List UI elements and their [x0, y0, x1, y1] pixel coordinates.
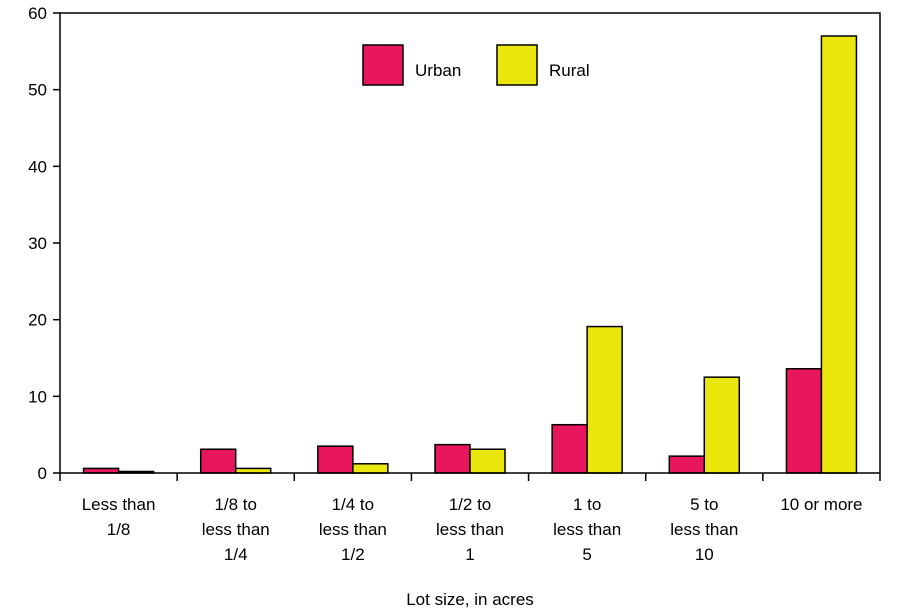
x-category-label: Less than — [82, 495, 156, 514]
legend: Urban Rural — [362, 44, 590, 86]
y-tick-label: 50 — [28, 81, 47, 100]
bar-urban — [199, 448, 237, 474]
x-category-label: 5 to — [690, 495, 718, 514]
bar-urban — [785, 367, 823, 474]
x-axis-labels: Less than 1/8 1/8 to less than 1/4 1/4 to less… — [82, 495, 863, 564]
x-category-label: 10 or more — [780, 495, 862, 514]
x-category-label: less than — [202, 520, 270, 539]
legend-swatch-rural — [496, 44, 538, 86]
y-tick-label: 20 — [28, 311, 47, 330]
x-category-label: 1/2 to — [449, 495, 492, 514]
x-category-label: less than — [436, 520, 504, 539]
bar-urban — [434, 443, 471, 474]
y-tick-label: 10 — [28, 387, 47, 406]
legend-label-urban: Urban — [415, 61, 461, 80]
x-category-label: 1/8 — [107, 520, 131, 539]
bar-rural — [469, 448, 506, 474]
legend-label-rural: Rural — [549, 61, 590, 80]
x-axis-ticks — [59, 473, 881, 481]
x-category-label: 1/8 to — [214, 495, 257, 514]
bar-urban — [551, 423, 588, 474]
x-category-label: 1/4 — [224, 545, 248, 564]
y-tick-label: 60 — [28, 4, 47, 23]
bar-rural — [352, 463, 389, 474]
x-category-label: less than — [319, 520, 387, 539]
x-category-label: 1 — [465, 545, 474, 564]
bars — [82, 35, 858, 474]
x-category-label: less than — [670, 520, 738, 539]
bar-rural — [703, 376, 741, 474]
bar-urban — [668, 455, 706, 474]
x-category-label: 5 — [582, 545, 591, 564]
x-axis-title: Lot size, in acres — [406, 590, 534, 609]
bar-urban — [317, 445, 354, 474]
y-tick-label: 30 — [28, 234, 47, 253]
x-category-label: 10 — [695, 545, 714, 564]
y-tick-label: 40 — [28, 157, 47, 176]
x-category-label: 1/2 — [341, 545, 365, 564]
bar-rural — [586, 325, 623, 474]
plot-frame — [59, 12, 881, 474]
bar-rural — [820, 35, 858, 474]
y-tick-label: 0 — [38, 464, 47, 483]
x-category-label: less than — [553, 520, 621, 539]
y-axis-ticks: 0 10 20 30 40 50 60 — [28, 4, 60, 483]
legend-swatch-urban — [362, 44, 404, 86]
x-category-label: 1 to — [573, 495, 601, 514]
x-category-label: 1/4 to — [332, 495, 375, 514]
